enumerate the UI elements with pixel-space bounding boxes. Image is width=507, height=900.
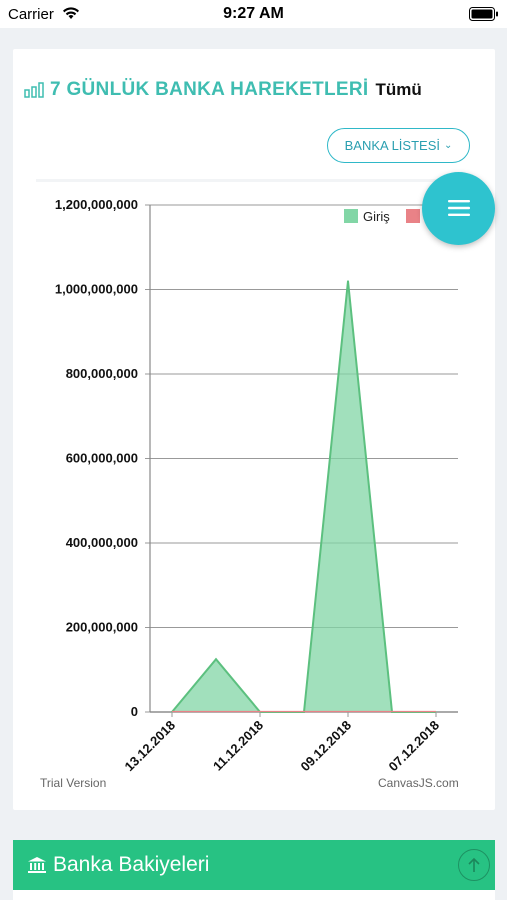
battery-icon bbox=[469, 7, 498, 21]
arrow-up-icon bbox=[468, 857, 480, 872]
card-title-text: 7 GÜNLÜK BANKA HAREKETLERİ bbox=[50, 79, 369, 100]
bank-balances-title: Banka Bakiyeleri bbox=[53, 853, 210, 876]
scroll-to-top-button[interactable] bbox=[458, 849, 490, 881]
chevron-down-icon: ⌄ bbox=[443, 140, 453, 151]
wifi-icon bbox=[63, 7, 79, 19]
bank-list-button-label: BANKA LİSTESİ bbox=[344, 138, 440, 153]
menu-icon bbox=[448, 200, 470, 216]
bank-icon bbox=[28, 857, 46, 873]
bar-chart-icon bbox=[24, 82, 44, 98]
status-bar: Carrier 9:27 AM bbox=[0, 0, 507, 28]
card-title: 7 GÜNLÜK BANKA HAREKETLERİ Tümü bbox=[24, 78, 422, 102]
status-time: 9:27 AM bbox=[223, 5, 284, 22]
filter-label[interactable]: Tümü bbox=[375, 80, 422, 99]
menu-fab-button[interactable] bbox=[422, 172, 495, 245]
carrier-label: Carrier bbox=[8, 6, 54, 23]
trial-version-label: Trial Version bbox=[40, 776, 107, 790]
bank-movements-card bbox=[13, 49, 495, 810]
bank-balances-header: Banka Bakiyeleri bbox=[13, 840, 495, 890]
canvasjs-credit-link[interactable]: CanvasJS.com bbox=[378, 776, 459, 790]
bank-list-button[interactable]: BANKA LİSTESİ ⌄ bbox=[327, 128, 470, 163]
